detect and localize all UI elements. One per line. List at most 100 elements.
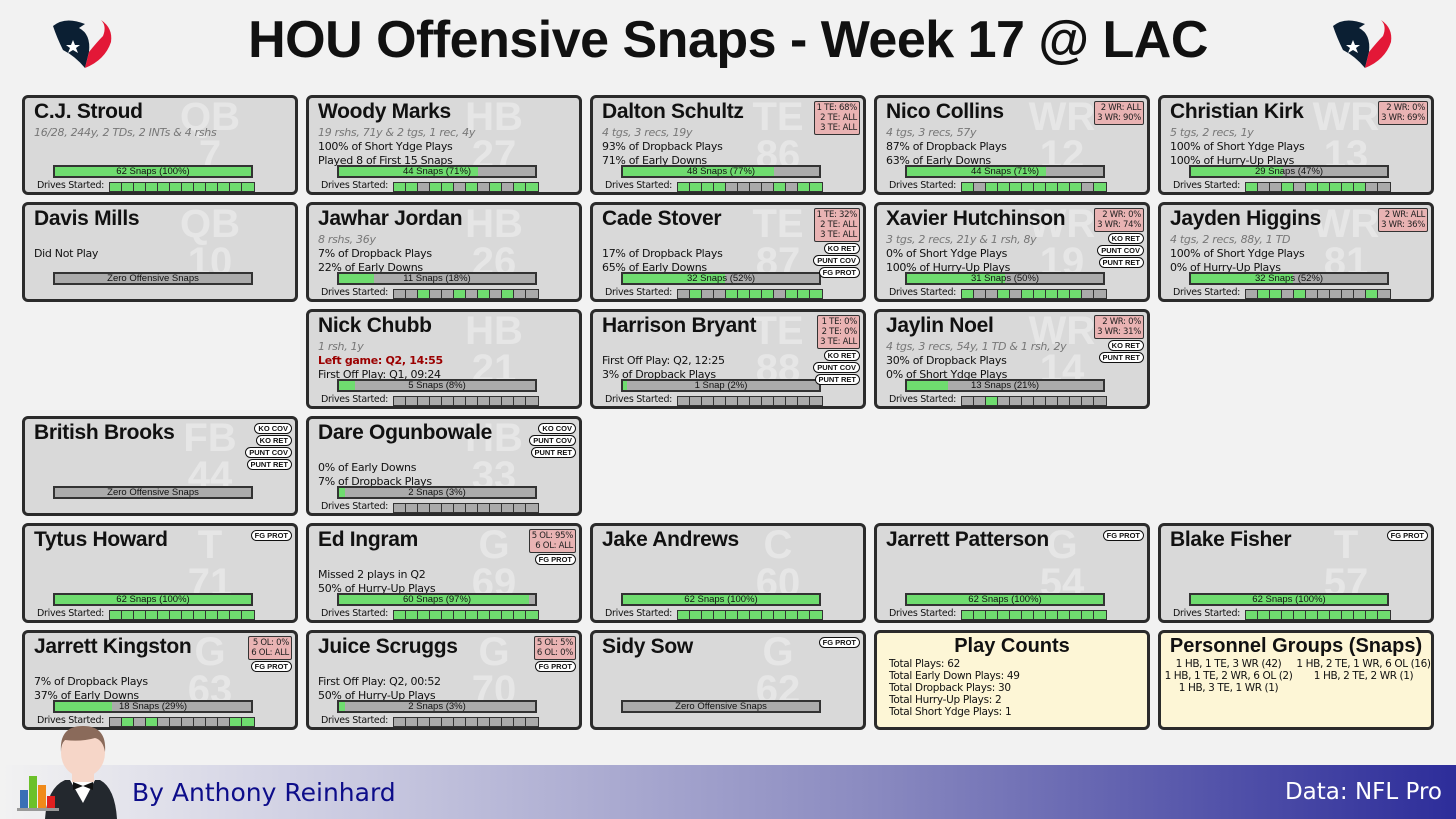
stat-line: 5 tgs, 2 recs, 1y bbox=[1170, 126, 1254, 139]
player-name: Sidy Sow bbox=[602, 635, 693, 658]
stat-line: 3 tgs, 2 recs, 21y & 1 rsh, 8y bbox=[886, 233, 1037, 246]
note-line: 87% of Dropback Plays bbox=[886, 140, 1007, 153]
snap-bar-fill bbox=[623, 595, 819, 604]
drives-started-boxes bbox=[961, 182, 1107, 192]
drive-not-started bbox=[1294, 183, 1306, 191]
personnel-pct: 1 TE: 32% bbox=[816, 210, 858, 220]
personnel-pct: 6 OL: ALL bbox=[251, 648, 289, 658]
drive-not-started bbox=[502, 718, 514, 726]
drive-not-started bbox=[418, 504, 430, 512]
snap-count-label: 44 Snaps (71%) bbox=[402, 166, 472, 177]
special-teams-tags: FG PROT bbox=[818, 637, 860, 649]
drive-not-started bbox=[1094, 397, 1106, 405]
position-label: QB bbox=[180, 95, 240, 139]
player-name: Tytus Howard bbox=[34, 528, 168, 551]
drives-started-label: Drives Started: bbox=[889, 608, 957, 619]
special-teams-tags: KO RET PUNT COV FG PROT bbox=[813, 243, 860, 279]
drive-not-started bbox=[394, 397, 406, 405]
note-line: 0% of Hurry-Up Plays bbox=[1170, 261, 1281, 274]
drive-started bbox=[1270, 611, 1282, 619]
note-line: First Off Play: Q2, 12:25 bbox=[602, 354, 725, 367]
player-name: Dalton Schultz bbox=[602, 100, 744, 123]
drive-not-started bbox=[466, 290, 478, 298]
drive-not-started bbox=[1022, 397, 1034, 405]
play-counts-title: Play Counts bbox=[954, 635, 1070, 657]
drive-started bbox=[1378, 611, 1390, 619]
drive-not-started bbox=[1082, 183, 1094, 191]
snap-bar-fill bbox=[907, 167, 1047, 176]
drive-not-started bbox=[466, 504, 478, 512]
note-line: First Off Play: Q1, 09:24 bbox=[318, 368, 441, 381]
special-teams-tag: PUNT RET bbox=[1098, 352, 1144, 363]
drive-started bbox=[134, 611, 146, 619]
drive-started bbox=[726, 611, 738, 619]
drive-started bbox=[1058, 183, 1070, 191]
drives-started-boxes bbox=[961, 396, 1107, 406]
special-teams-tags: FG PROT bbox=[1386, 530, 1428, 542]
drive-not-started bbox=[690, 397, 702, 405]
snap-bar-fill bbox=[907, 274, 1005, 283]
drive-started bbox=[702, 611, 714, 619]
snap-count-label: Zero Offensive Snaps bbox=[107, 487, 199, 498]
drive-started bbox=[774, 183, 786, 191]
drive-not-started bbox=[502, 397, 514, 405]
drive-started bbox=[974, 611, 986, 619]
drive-started bbox=[526, 183, 538, 191]
stat-line: 4 tgs, 3 recs, 57y bbox=[886, 126, 977, 139]
drive-started bbox=[430, 611, 442, 619]
special-teams-tags: FG PROT bbox=[250, 530, 292, 542]
drive-started bbox=[242, 183, 254, 191]
snap-count-label: 62 Snaps (100%) bbox=[684, 594, 758, 605]
position-label: WR bbox=[1028, 95, 1096, 139]
drive-not-started bbox=[998, 397, 1010, 405]
position-label: G bbox=[478, 523, 510, 567]
drive-not-started bbox=[478, 397, 490, 405]
note-line: 100% of Hurry-Up Plays bbox=[1170, 154, 1295, 167]
snap-bar: 29 Snaps (47%) bbox=[1189, 165, 1389, 178]
drive-started bbox=[678, 183, 690, 191]
snap-count-label: Zero Offensive Snaps bbox=[107, 273, 199, 284]
drive-not-started bbox=[514, 504, 526, 512]
data-source: Data: NFL Pro bbox=[1284, 779, 1442, 805]
drive-not-started bbox=[1010, 290, 1022, 298]
snap-count-label: 5 Snaps (8%) bbox=[408, 380, 466, 391]
drive-not-started bbox=[738, 183, 750, 191]
special-teams-tag: FG PROT bbox=[818, 637, 860, 648]
drive-not-started bbox=[762, 183, 774, 191]
drive-started bbox=[786, 290, 798, 298]
drive-not-started bbox=[502, 504, 514, 512]
drive-started bbox=[738, 290, 750, 298]
play-count-item: Total Early Down Plays: 49 bbox=[889, 670, 1020, 682]
drive-started bbox=[986, 183, 998, 191]
snap-bar: Zero Offensive Snaps bbox=[53, 486, 253, 499]
drives-started-boxes bbox=[109, 610, 255, 620]
personnel-pct: 5 OL: 95% bbox=[531, 531, 574, 541]
drive-not-started bbox=[1282, 290, 1294, 298]
snap-count-label: 62 Snaps (100%) bbox=[116, 594, 190, 605]
drive-started bbox=[962, 611, 974, 619]
drive-started bbox=[1022, 611, 1034, 619]
drive-started bbox=[418, 611, 430, 619]
drive-started bbox=[466, 183, 478, 191]
snap-bar: 62 Snaps (100%) bbox=[621, 593, 821, 606]
personnel-group-item: 1 HB, 2 TE, 1 WR, 6 OL (16) bbox=[1296, 658, 1431, 670]
drive-not-started bbox=[1070, 397, 1082, 405]
position-number-watermark: G 62 bbox=[743, 633, 813, 710]
drive-started bbox=[1342, 183, 1354, 191]
position-number-watermark: WR 19 bbox=[1027, 205, 1097, 282]
player-name: Jake Andrews bbox=[602, 528, 739, 551]
drive-not-started bbox=[418, 183, 430, 191]
position-label: T bbox=[197, 523, 223, 567]
personnel-badge: 2 WR: 0% 3 WR: 69% bbox=[1378, 101, 1428, 125]
note-line: 63% of Early Downs bbox=[886, 154, 991, 167]
play-count-item: Total Short Ydge Plays: 1 bbox=[889, 706, 1012, 718]
snap-bar-fill bbox=[339, 595, 530, 604]
drive-not-started bbox=[1058, 397, 1070, 405]
drives-started-boxes bbox=[1245, 182, 1391, 192]
snap-count-label: 18 Snaps (29%) bbox=[118, 701, 188, 712]
drive-not-started bbox=[702, 397, 714, 405]
personnel-group-item: 1 HB, 1 TE, 2 WR, 6 OL (2) bbox=[1164, 670, 1293, 682]
drives-started-label: Drives Started: bbox=[37, 608, 105, 619]
drive-not-started bbox=[430, 290, 442, 298]
special-teams-tag: FG PROT bbox=[1102, 530, 1144, 541]
